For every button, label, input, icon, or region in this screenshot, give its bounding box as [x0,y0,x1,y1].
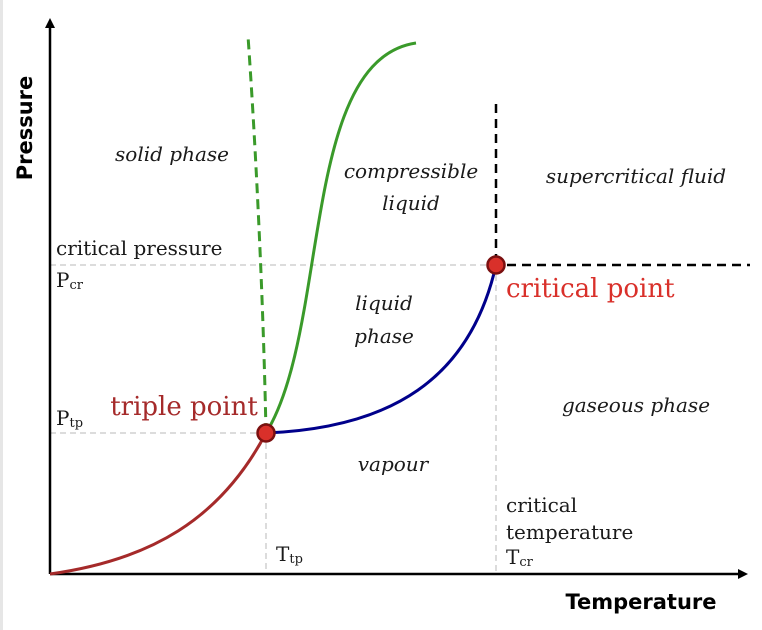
t-cr-main: T [506,545,520,569]
liquid-phase-label-line1: liquid [355,291,413,315]
p-tp-subscript: tp [69,416,83,431]
critical-pressure-label: critical pressure [56,236,222,260]
t-tp-main: T [276,542,290,566]
triple-point-marker [256,423,276,443]
vaporization-curve [265,264,498,435]
critical-point-label: critical point [506,274,675,304]
melting-curve-normal [264,41,417,434]
t-tp-subscript: tp [289,552,303,567]
t-cr-label: Tcr [506,545,534,570]
vapour-label: vapour [358,452,430,476]
supercritical-boundaries [494,104,750,267]
critical-point-marker [486,255,506,275]
t-tp-label: Ttp [276,542,303,567]
p-cr-subscript: cr [69,278,83,293]
gaseous-phase-label: gaseous phase [562,393,710,417]
x-axis-title: Temperature [565,590,716,614]
p-tp-label: Ptp [56,406,83,431]
supercritical-fluid-label: supercritical fluid [546,164,726,188]
p-cr-label: Pcr [56,268,84,293]
guide-lines [50,264,497,574]
sublimation-curve [49,432,268,576]
liquid-phase-label-line2: phase [354,324,414,348]
triple-point-label: triple point [110,392,258,422]
compressible-liquid-label-line2: liquid [382,191,440,215]
p-cr-main: P [56,268,69,292]
melting-curve-anomalous [246,35,268,434]
solid-phase-label: solid phase [115,142,229,166]
compressible-liquid-label-line1: compressible [344,159,478,183]
critical-temperature-label-line2: temperature [506,520,633,544]
critical-temperature-label-line1: critical [506,493,577,517]
p-tp-main: P [56,406,69,430]
t-cr-subscript: cr [519,555,533,570]
left-edge-bar [0,0,3,630]
y-axis-title: Pressure [13,76,37,181]
